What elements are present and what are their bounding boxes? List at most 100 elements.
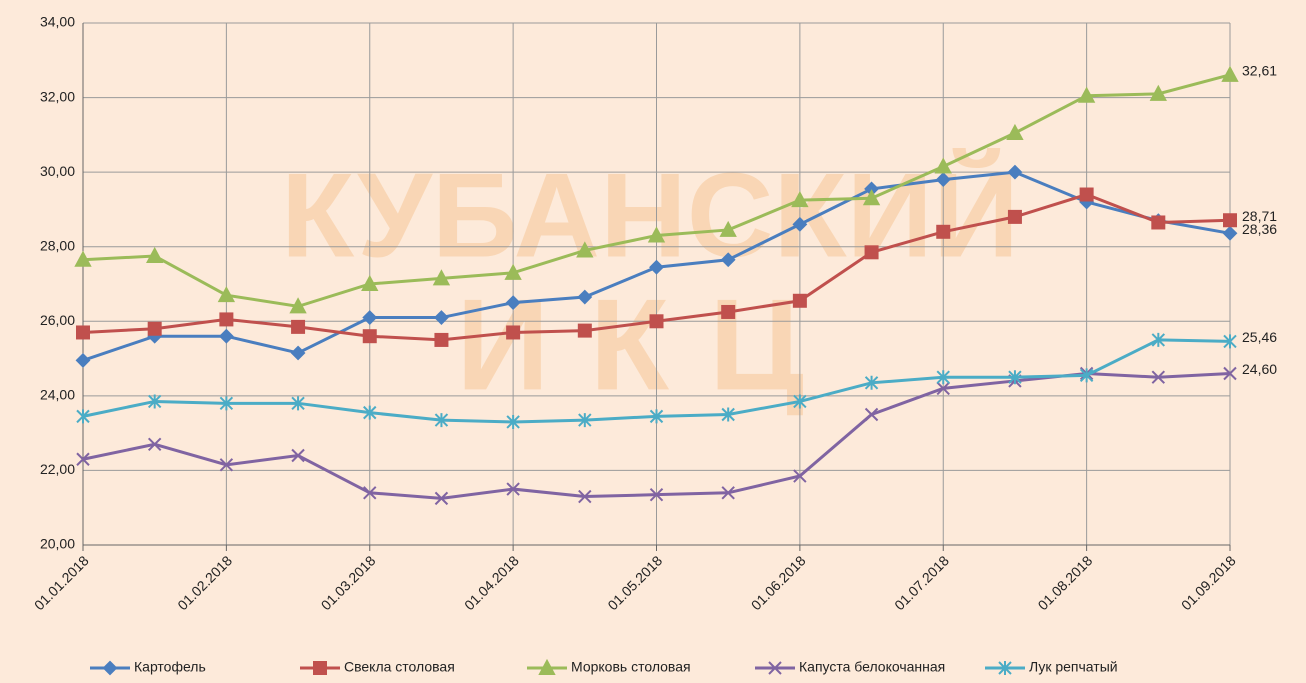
x-tick-label: 01.04.2018 <box>461 552 522 613</box>
marker <box>578 489 592 504</box>
marker <box>721 486 735 500</box>
marker <box>432 269 451 286</box>
marker <box>434 413 449 428</box>
y-tick-label: 20,00 <box>40 536 75 552</box>
value-label: 24,60 <box>1242 361 1277 377</box>
marker <box>719 220 737 237</box>
marker <box>720 252 736 268</box>
marker <box>291 319 306 334</box>
legend-label: Капуста белокочанная <box>799 659 945 675</box>
marker <box>362 310 378 325</box>
value-label: 32,61 <box>1242 63 1277 79</box>
marker <box>576 241 594 258</box>
marker <box>935 172 951 188</box>
marker <box>147 394 162 409</box>
legend-item: Картофель <box>90 659 206 676</box>
legend-item: Лук репчатый <box>985 659 1118 675</box>
marker <box>291 396 305 411</box>
marker <box>1008 370 1022 385</box>
marker <box>147 437 162 452</box>
y-tick-label: 30,00 <box>40 163 75 179</box>
marker <box>862 189 881 206</box>
legend-label: Морковь столовая <box>571 659 691 675</box>
marker <box>1223 334 1237 349</box>
legend-marker <box>538 658 556 675</box>
marker <box>577 323 592 338</box>
marker <box>75 353 91 368</box>
marker <box>146 246 164 264</box>
marker <box>506 414 520 429</box>
marker <box>1151 332 1166 347</box>
marker <box>504 263 522 280</box>
value-label: 25,46 <box>1242 329 1277 345</box>
marker <box>934 157 952 174</box>
marker <box>1223 366 1237 381</box>
marker <box>649 259 664 275</box>
legend-label: Картофель <box>134 659 206 675</box>
watermark: КУБАНСКИЙ <box>281 147 1019 283</box>
watermark: ИКЦ <box>456 271 844 417</box>
marker <box>1006 123 1024 140</box>
legend-label: Лук репчатый <box>1029 659 1118 675</box>
x-tick-label: 01.02.2018 <box>174 552 235 613</box>
marker <box>1151 370 1166 384</box>
marker <box>721 407 735 422</box>
x-tick-label: 01.07.2018 <box>891 552 952 613</box>
marker <box>578 413 592 428</box>
x-tick-label: 01.05.2018 <box>604 552 665 613</box>
marker <box>1221 65 1239 82</box>
marker <box>649 487 664 502</box>
legend-label: Свекла столовая <box>344 659 455 675</box>
marker <box>291 448 305 463</box>
legend-marker <box>313 661 327 675</box>
marker <box>217 286 236 303</box>
marker <box>361 274 379 291</box>
legend-marker <box>102 660 118 676</box>
y-tick-label: 26,00 <box>40 312 75 328</box>
marker <box>74 250 92 267</box>
marker <box>791 190 809 208</box>
y-tick-label: 32,00 <box>40 88 75 104</box>
marker <box>434 310 449 325</box>
marker <box>647 226 666 243</box>
marker <box>864 375 879 390</box>
marker <box>864 407 879 422</box>
x-tick-label: 01.01.2018 <box>31 552 92 613</box>
marker <box>1077 86 1096 103</box>
marker <box>434 332 449 347</box>
marker <box>76 409 90 424</box>
marker <box>219 312 234 327</box>
marker <box>363 405 377 420</box>
marker <box>219 458 234 472</box>
marker <box>434 491 449 506</box>
marker <box>793 469 807 483</box>
marker <box>1149 84 1167 101</box>
value-label: 28,36 <box>1242 221 1277 237</box>
x-tick-label: 01.08.2018 <box>1034 552 1095 613</box>
legend-item: Морковь столовая <box>527 659 691 675</box>
x-tick-label: 01.09.2018 <box>1178 552 1239 613</box>
marker <box>147 321 162 336</box>
marker <box>649 314 664 329</box>
x-tick-label: 01.06.2018 <box>748 552 809 613</box>
marker <box>506 482 520 496</box>
marker <box>1007 164 1023 180</box>
value-label: 28,71 <box>1242 208 1277 224</box>
marker <box>792 293 807 308</box>
marker <box>1222 225 1238 241</box>
legend-item: Свекла столовая <box>300 659 455 675</box>
legend-marker <box>768 661 782 675</box>
marker <box>649 409 664 424</box>
marker <box>864 245 879 260</box>
y-tick-label: 22,00 <box>40 461 75 477</box>
marker <box>505 295 521 311</box>
marker <box>218 328 234 344</box>
y-tick-label: 24,00 <box>40 387 75 403</box>
marker <box>76 325 90 340</box>
marker <box>936 224 951 239</box>
marker <box>1223 213 1237 228</box>
marker <box>76 452 90 466</box>
marker <box>1079 187 1094 202</box>
